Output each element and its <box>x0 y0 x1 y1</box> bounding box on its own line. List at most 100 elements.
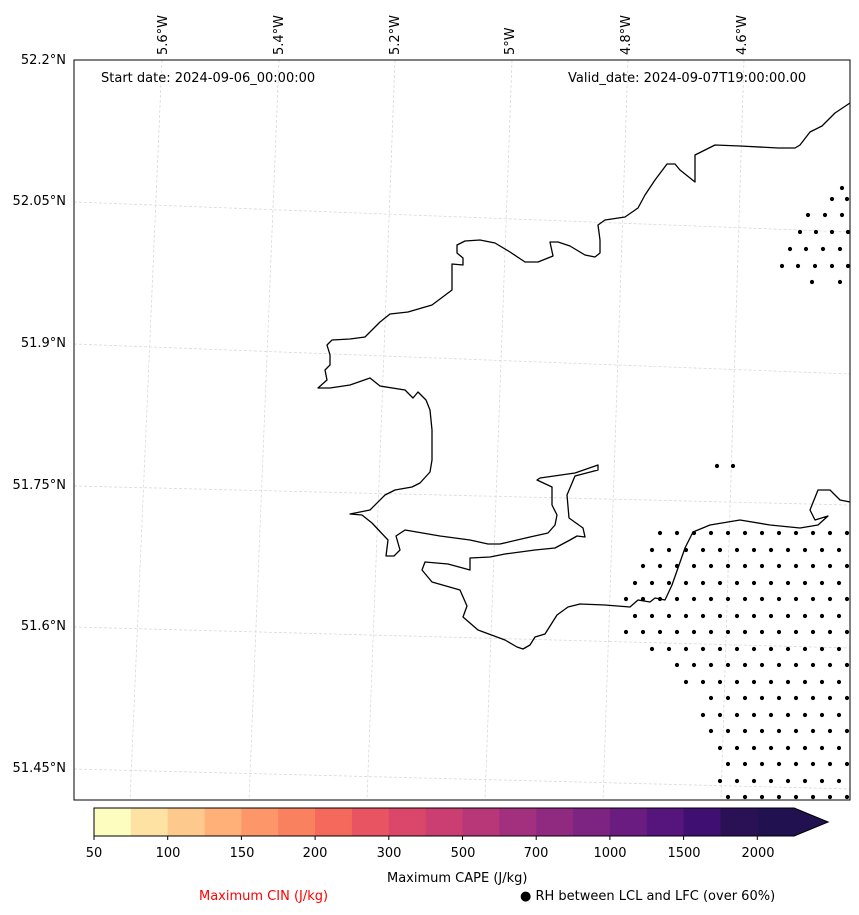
rh-dot <box>793 662 799 668</box>
rh-dot <box>700 679 706 685</box>
rh-dot <box>776 695 782 701</box>
rh-dot <box>717 679 723 685</box>
rh-dot <box>809 279 815 285</box>
rh-dot <box>734 679 740 685</box>
rh-dot <box>819 745 825 751</box>
rh-dot <box>717 646 723 652</box>
rh-dot <box>632 580 638 586</box>
rh-dot <box>674 629 680 635</box>
rh-dot <box>785 778 791 784</box>
rh-dot <box>649 547 655 553</box>
rh-dot <box>734 712 740 718</box>
rh-dot <box>810 695 816 701</box>
rh-dot <box>717 613 723 619</box>
rh-dot <box>734 580 740 586</box>
rh-dot <box>785 547 791 553</box>
rh-dot <box>759 728 765 734</box>
rh-dot <box>734 613 740 619</box>
rh-dot <box>768 646 774 652</box>
rh-dot <box>797 229 803 235</box>
colorbar-segment <box>609 808 648 836</box>
coastline-north <box>317 102 851 650</box>
rh-dot <box>691 629 697 635</box>
rh-dot <box>802 679 808 685</box>
meridian-5w <box>484 59 513 801</box>
rh-dot <box>751 679 757 685</box>
rh-dot <box>708 563 714 569</box>
rh-dot <box>674 530 680 536</box>
rh-dot <box>839 185 845 191</box>
colorbar-segment <box>167 808 206 836</box>
rh-dot <box>751 646 757 652</box>
rh-dot <box>836 547 842 553</box>
rh-dot <box>725 530 731 536</box>
rh-dot <box>742 563 748 569</box>
rh-dot <box>691 596 697 602</box>
rh-dot <box>802 712 808 718</box>
rh-dot <box>785 679 791 685</box>
rh-dot <box>759 530 765 536</box>
meridian-4.8w <box>602 59 629 801</box>
rh-dot <box>742 794 748 800</box>
rh-dot <box>734 778 740 784</box>
colorbar-outline <box>93 807 830 837</box>
rh-dot <box>810 596 816 602</box>
colorbar-segment <box>241 808 279 836</box>
rh-dot <box>779 263 785 269</box>
lon-label-5.6w: 5.6°W <box>156 14 171 55</box>
rh-dot <box>819 613 825 619</box>
rh-dot <box>700 547 706 553</box>
rh-dot <box>819 778 825 784</box>
rh-dot <box>768 778 774 784</box>
rh-dot <box>795 263 801 269</box>
rh-dot <box>836 679 842 685</box>
rh-dot <box>827 662 833 668</box>
rh-dot <box>776 662 782 668</box>
cape-colorbar <box>93 807 830 840</box>
colorbar-tick-label: 50 <box>85 846 103 861</box>
rh-dot <box>785 580 791 586</box>
rh-dot <box>810 662 816 668</box>
rh-dot <box>700 580 706 586</box>
colorbar-tick-label: 500 <box>450 846 476 861</box>
rh-dot <box>776 596 782 602</box>
rh-dot <box>683 580 689 586</box>
rh-dot <box>717 745 723 751</box>
rh-dot <box>827 563 833 569</box>
colorbar-tick-label: 150 <box>229 846 255 861</box>
rh-dot <box>812 263 818 269</box>
colorbar-segment <box>204 808 242 836</box>
rh-dot <box>836 613 842 619</box>
rh-dot <box>717 580 723 586</box>
rh-dot <box>742 761 748 767</box>
lon-label-5.4w: 5.4°W <box>272 14 287 55</box>
colorbar-tick-label: 1000 <box>593 846 627 861</box>
rh-dot <box>819 646 825 652</box>
rh-dot <box>844 662 850 668</box>
rh-dot <box>827 761 833 767</box>
valid-date-label: Valid_date: 2024-09-07T19:00:00.00 <box>568 71 807 86</box>
rh-dot <box>844 196 850 202</box>
rh-dot <box>810 629 816 635</box>
rh-dot <box>725 728 731 734</box>
rh-dot <box>829 263 835 269</box>
rh-dot <box>813 229 819 235</box>
rh-dot <box>683 679 689 685</box>
rh-dot <box>649 580 655 586</box>
rh-dot <box>819 580 825 586</box>
rh-dot <box>725 629 731 635</box>
rh-dot <box>632 613 638 619</box>
rh-dot <box>802 547 808 553</box>
rh-dot <box>714 463 720 469</box>
rh-dot <box>700 613 706 619</box>
rh-dot <box>810 563 816 569</box>
rh-dot <box>725 761 731 767</box>
rh-dot <box>623 629 629 635</box>
rh-dot <box>768 580 774 586</box>
rh-dot <box>768 547 774 553</box>
rh-dot <box>845 229 851 235</box>
colorbar-tick-label: 700 <box>523 846 549 861</box>
rh-dot <box>785 646 791 652</box>
rh-dot <box>844 794 850 800</box>
colorbar-segment <box>462 808 500 836</box>
